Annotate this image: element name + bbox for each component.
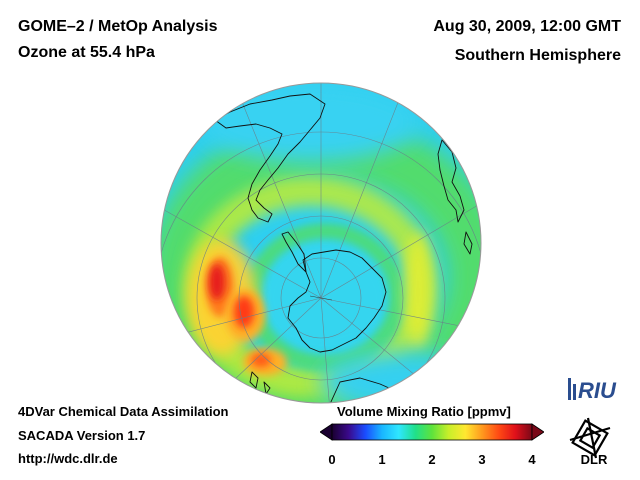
colorbar-tick: 2: [428, 452, 436, 467]
colorbar-tick: 4: [528, 452, 536, 467]
colorbar-tick: 3: [478, 452, 486, 467]
website-link[interactable]: http://wdc.dlr.de: [18, 451, 118, 466]
pole-marker: [309, 295, 333, 301]
colorbar-min-arrow: [319, 423, 333, 441]
colorbar: [319, 423, 545, 448]
ozone-field: [161, 83, 481, 403]
colorbar-title: Volume Mixing Ratio [ppmv]: [337, 404, 511, 419]
colorbar-tick: 1: [378, 452, 386, 467]
region-label: Southern Hemisphere: [454, 47, 621, 64]
dlr-logo[interactable]: DLR: [562, 414, 626, 471]
globe-svg: [160, 82, 482, 404]
colorbar-gradient: [331, 423, 533, 441]
version-label: SACADA Version 1.7: [18, 428, 146, 443]
dlr-logo-svg: DLR: [569, 417, 611, 467]
riu-logo-text: RIU: [578, 378, 617, 403]
product-title: GOME–2 / MetOp Analysis: [18, 18, 218, 35]
dlr-logo-text: DLR: [581, 452, 608, 466]
quantity-title: Ozone at 55.4 hPa: [18, 44, 155, 61]
riu-logo-svg: RIU: [568, 378, 617, 403]
colorbar-svg: [319, 423, 545, 441]
globe-outline: [160, 82, 482, 404]
colorbar-max-arrow: [531, 423, 545, 441]
datetime-label: Aug 30, 2009, 12:00 GMT: [433, 18, 621, 35]
colorbar-tick: 0: [328, 452, 336, 467]
ozone-globe-map: [160, 82, 482, 404]
method-label: 4DVar Chemical Data Assimilation: [18, 404, 229, 419]
riu-logo[interactable]: RIU: [564, 372, 628, 411]
